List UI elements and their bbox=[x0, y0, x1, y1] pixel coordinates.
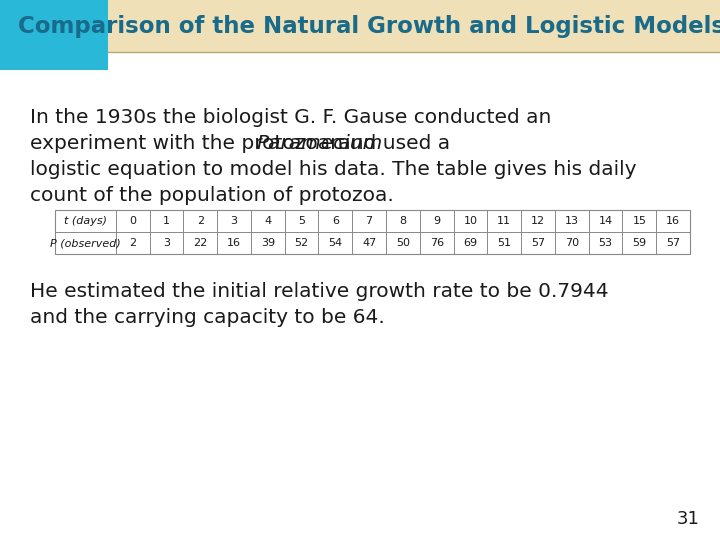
Text: 47: 47 bbox=[362, 238, 377, 248]
Text: 0: 0 bbox=[129, 216, 136, 226]
Text: 14: 14 bbox=[598, 216, 613, 226]
Text: and the carrying capacity to be 64.: and the carrying capacity to be 64. bbox=[30, 308, 384, 327]
Text: 57: 57 bbox=[666, 238, 680, 248]
Text: 53: 53 bbox=[598, 238, 613, 248]
Text: In the 1930s the biologist G. F. Gause conducted an: In the 1930s the biologist G. F. Gause c… bbox=[30, 108, 552, 127]
Text: 76: 76 bbox=[430, 238, 444, 248]
Text: 10: 10 bbox=[464, 216, 477, 226]
Text: P (observed): P (observed) bbox=[50, 238, 121, 248]
Bar bbox=[0, 0, 108, 70]
Text: 6: 6 bbox=[332, 216, 339, 226]
Text: 12: 12 bbox=[531, 216, 545, 226]
Text: 13: 13 bbox=[564, 216, 579, 226]
Text: 5: 5 bbox=[298, 216, 305, 226]
Text: 52: 52 bbox=[294, 238, 309, 248]
Text: 70: 70 bbox=[564, 238, 579, 248]
Text: and used a: and used a bbox=[332, 134, 450, 153]
Text: 16: 16 bbox=[227, 238, 241, 248]
Text: 22: 22 bbox=[193, 238, 207, 248]
Text: 15: 15 bbox=[632, 216, 647, 226]
Text: He estimated the initial relative growth rate to be 0.7944: He estimated the initial relative growth… bbox=[30, 282, 608, 301]
Text: count of the population of protozoa.: count of the population of protozoa. bbox=[30, 186, 394, 205]
Text: 51: 51 bbox=[498, 238, 511, 248]
Text: Paramecium: Paramecium bbox=[256, 134, 383, 153]
Bar bbox=[55, 210, 690, 254]
Text: 3: 3 bbox=[163, 238, 170, 248]
Text: 57: 57 bbox=[531, 238, 545, 248]
Bar bbox=[0, 0, 720, 52]
Text: 1: 1 bbox=[163, 216, 170, 226]
Text: experiment with the protozoan: experiment with the protozoan bbox=[30, 134, 349, 153]
Text: 54: 54 bbox=[328, 238, 343, 248]
Text: t (days): t (days) bbox=[64, 216, 107, 226]
Text: 59: 59 bbox=[632, 238, 647, 248]
Text: 11: 11 bbox=[498, 216, 511, 226]
Text: 2: 2 bbox=[129, 238, 136, 248]
Text: 50: 50 bbox=[396, 238, 410, 248]
Text: 7: 7 bbox=[366, 216, 373, 226]
Text: Comparison of the Natural Growth and Logistic Models: Comparison of the Natural Growth and Log… bbox=[18, 15, 720, 37]
Text: 9: 9 bbox=[433, 216, 440, 226]
Text: 69: 69 bbox=[464, 238, 477, 248]
Text: 8: 8 bbox=[400, 216, 407, 226]
Text: 4: 4 bbox=[264, 216, 271, 226]
Text: 2: 2 bbox=[197, 216, 204, 226]
Text: 16: 16 bbox=[666, 216, 680, 226]
Text: logistic equation to model his data. The table gives his daily: logistic equation to model his data. The… bbox=[30, 160, 636, 179]
Text: 31: 31 bbox=[677, 510, 700, 528]
Text: 3: 3 bbox=[230, 216, 238, 226]
Text: 39: 39 bbox=[261, 238, 275, 248]
